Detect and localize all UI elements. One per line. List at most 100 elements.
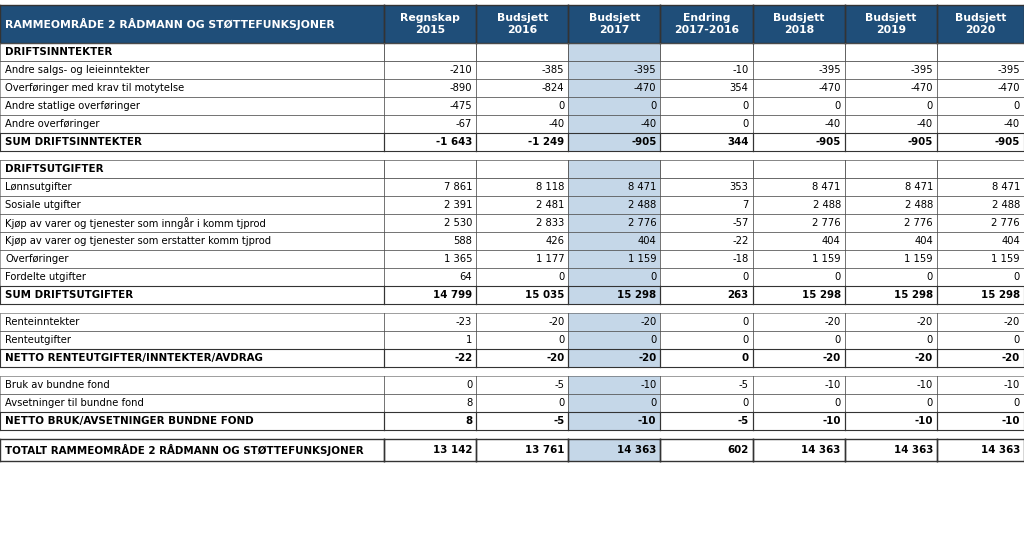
- Bar: [753, 5, 845, 43]
- Bar: [476, 412, 568, 430]
- Text: -20: -20: [1001, 353, 1020, 363]
- Text: Budsjett
2019: Budsjett 2019: [865, 13, 916, 35]
- Text: Overføringer: Overføringer: [5, 254, 69, 264]
- Text: -470: -470: [818, 83, 841, 93]
- Text: -40: -40: [548, 119, 564, 129]
- Bar: [0, 5, 384, 43]
- Text: Endring
2017-2016: Endring 2017-2016: [674, 13, 739, 35]
- Text: -1 249: -1 249: [528, 137, 564, 147]
- Bar: [476, 439, 568, 461]
- Text: 0: 0: [650, 335, 656, 345]
- Text: 0: 0: [927, 101, 933, 111]
- Bar: [0, 178, 384, 196]
- Bar: [384, 286, 476, 304]
- Bar: [384, 133, 476, 151]
- Bar: [753, 214, 845, 232]
- Text: 14 363: 14 363: [894, 445, 933, 455]
- Bar: [753, 115, 845, 133]
- Text: -470: -470: [634, 83, 656, 93]
- Text: NETTO RENTEUTGIFTER/INNTEKTER/AVDRAG: NETTO RENTEUTGIFTER/INNTEKTER/AVDRAG: [5, 353, 263, 363]
- Bar: [937, 232, 1024, 250]
- Text: Budsjett
2018: Budsjett 2018: [773, 13, 824, 35]
- Text: -10: -10: [732, 65, 749, 75]
- Text: 0: 0: [650, 272, 656, 282]
- Text: 1 159: 1 159: [812, 254, 841, 264]
- Bar: [753, 439, 845, 461]
- Bar: [568, 61, 660, 79]
- Bar: [753, 232, 845, 250]
- Bar: [937, 43, 1024, 61]
- Text: Overføringer med krav til motytelse: Overføringer med krav til motytelse: [5, 83, 184, 93]
- Text: 0: 0: [835, 398, 841, 408]
- Bar: [845, 331, 937, 349]
- Bar: [845, 97, 937, 115]
- Text: -20: -20: [1004, 317, 1020, 327]
- Bar: [0, 349, 384, 367]
- Bar: [0, 250, 384, 268]
- Text: 0: 0: [742, 335, 749, 345]
- Bar: [384, 79, 476, 97]
- Text: 8 471: 8 471: [991, 182, 1020, 192]
- Bar: [660, 133, 753, 151]
- Text: 0: 0: [1014, 398, 1020, 408]
- Text: 0: 0: [835, 101, 841, 111]
- Text: 404: 404: [822, 236, 841, 246]
- Text: -10: -10: [916, 380, 933, 390]
- Bar: [476, 178, 568, 196]
- Bar: [384, 214, 476, 232]
- Text: 0: 0: [1014, 101, 1020, 111]
- Bar: [845, 313, 937, 331]
- Text: -20: -20: [822, 353, 841, 363]
- Text: -20: -20: [546, 353, 564, 363]
- Text: 2 481: 2 481: [536, 200, 564, 210]
- Bar: [384, 178, 476, 196]
- Text: -905: -905: [815, 137, 841, 147]
- Text: 2 776: 2 776: [628, 218, 656, 228]
- Bar: [753, 376, 845, 394]
- Bar: [384, 268, 476, 286]
- Text: 2 488: 2 488: [629, 200, 656, 210]
- Text: -905: -905: [994, 137, 1020, 147]
- Bar: [937, 133, 1024, 151]
- Text: -22: -22: [454, 353, 472, 363]
- Text: -10: -10: [640, 380, 656, 390]
- Bar: [937, 286, 1024, 304]
- Text: 15 298: 15 298: [981, 290, 1020, 300]
- Bar: [845, 286, 937, 304]
- Text: Andre overføringer: Andre overføringer: [5, 119, 99, 129]
- Bar: [660, 43, 753, 61]
- Text: -40: -40: [640, 119, 656, 129]
- Bar: [476, 313, 568, 331]
- Text: 2 776: 2 776: [812, 218, 841, 228]
- Text: 0: 0: [1014, 335, 1020, 345]
- Text: 2 488: 2 488: [905, 200, 933, 210]
- Text: 0: 0: [927, 272, 933, 282]
- Text: Kjøp av varer og tjenester som erstatter komm tjprod: Kjøp av varer og tjenester som erstatter…: [5, 236, 271, 246]
- Bar: [0, 61, 384, 79]
- Text: 1 159: 1 159: [628, 254, 656, 264]
- Bar: [568, 232, 660, 250]
- Bar: [845, 5, 937, 43]
- Bar: [753, 160, 845, 178]
- Bar: [937, 313, 1024, 331]
- Text: -10: -10: [914, 416, 933, 426]
- Bar: [0, 376, 384, 394]
- Text: -40: -40: [1004, 119, 1020, 129]
- Bar: [384, 43, 476, 61]
- Bar: [0, 394, 384, 412]
- Text: -20: -20: [916, 317, 933, 327]
- Bar: [753, 133, 845, 151]
- Bar: [476, 133, 568, 151]
- Bar: [845, 232, 937, 250]
- Bar: [476, 5, 568, 43]
- Text: 1 159: 1 159: [904, 254, 933, 264]
- Text: SUM DRIFTSINNTEKTER: SUM DRIFTSINNTEKTER: [5, 137, 142, 147]
- Bar: [753, 178, 845, 196]
- Text: Fordelte utgifter: Fordelte utgifter: [5, 272, 86, 282]
- Text: 588: 588: [454, 236, 472, 246]
- Text: 8: 8: [466, 398, 472, 408]
- Text: 0: 0: [650, 101, 656, 111]
- Text: 1 365: 1 365: [443, 254, 472, 264]
- Bar: [937, 178, 1024, 196]
- Text: 0: 0: [742, 119, 749, 129]
